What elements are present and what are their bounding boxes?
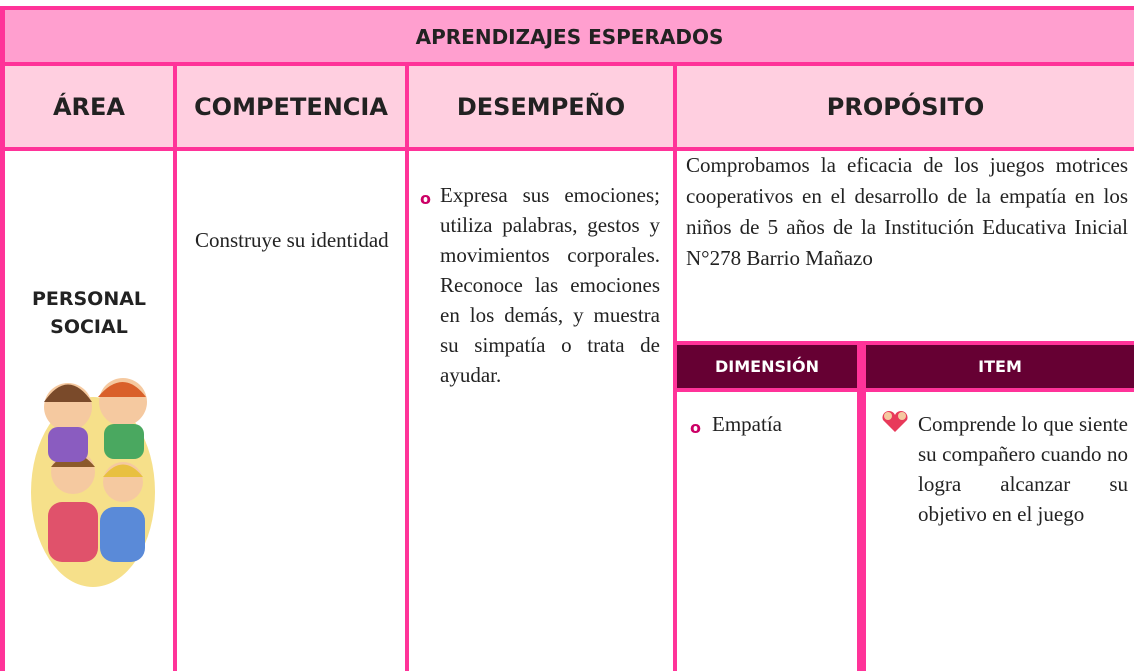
header-row bbox=[5, 66, 1134, 148]
item: Comprende lo que siente su compañero cua… bbox=[918, 412, 1128, 526]
subheader: DIMENSIÓN bbox=[677, 345, 857, 388]
border bbox=[0, 6, 5, 671]
border bbox=[0, 147, 1134, 151]
desempeno: Expresa sus emociones; utiliza palabras,… bbox=[440, 183, 660, 387]
header: PROPÓSITO bbox=[826, 93, 985, 121]
bullet: o bbox=[690, 418, 701, 437]
border bbox=[405, 64, 409, 671]
header: COMPETENCIA bbox=[194, 93, 388, 121]
header: ÁREA bbox=[52, 93, 126, 121]
border bbox=[673, 64, 677, 671]
competencia: Construye su identidad bbox=[195, 228, 389, 252]
area-line: SOCIAL bbox=[50, 316, 128, 338]
table-title: APRENDIZAJES ESPERADOS bbox=[415, 24, 724, 49]
subheader: ITEM bbox=[866, 345, 1134, 388]
bullet: o bbox=[420, 189, 431, 208]
dimension: Empatía bbox=[712, 412, 782, 436]
border bbox=[677, 388, 1134, 392]
area-line: PERSONAL bbox=[31, 288, 147, 310]
header: DESEMPEÑO bbox=[456, 93, 626, 121]
title-row bbox=[5, 10, 1134, 63]
border bbox=[677, 341, 1134, 345]
heart-icon bbox=[882, 411, 908, 432]
border bbox=[0, 6, 1134, 10]
children-illustration bbox=[31, 378, 155, 587]
area: PERSONAL SOCIAL bbox=[5, 278, 173, 348]
border bbox=[0, 62, 1134, 66]
border bbox=[173, 64, 177, 671]
proposito: Comprobamos la eficacia de los juegos mo… bbox=[686, 153, 1128, 270]
border bbox=[857, 345, 866, 671]
